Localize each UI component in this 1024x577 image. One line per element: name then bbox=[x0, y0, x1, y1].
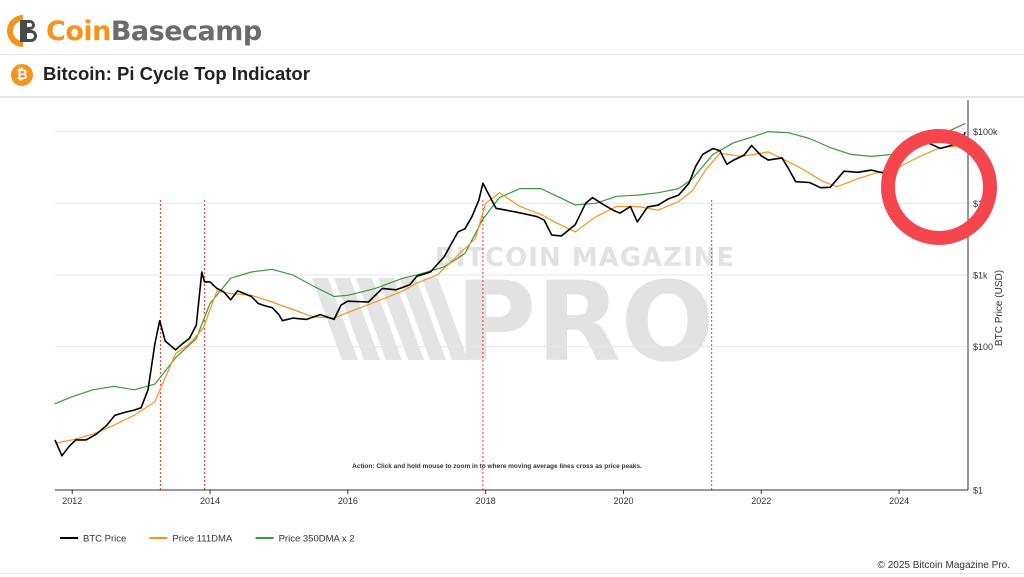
series-line-price-350dma-x-2 bbox=[54, 122, 966, 405]
brand-coin: Coin bbox=[46, 15, 111, 47]
coinbasecamp-logo-icon bbox=[7, 15, 37, 47]
y-tick-label: $100k bbox=[973, 127, 998, 137]
legend-label: Price 111DMA bbox=[172, 534, 232, 545]
x-tick-label: 2022 bbox=[751, 496, 771, 506]
page-title: Bitcoin: Pi Cycle Top Indicator bbox=[43, 63, 310, 84]
series-lines bbox=[54, 122, 966, 457]
x-tick-label: 2016 bbox=[338, 496, 358, 506]
watermark-top-text: BITCOIN MAGAZINE bbox=[435, 243, 735, 273]
x-tick-label: 2012 bbox=[62, 496, 82, 506]
site-header: CoinBasecamp bbox=[0, 0, 1024, 56]
watermark-stripe bbox=[422, 278, 468, 360]
watermark-stripe bbox=[400, 278, 446, 360]
footer-divider bbox=[0, 573, 1024, 574]
x-tick-label: 2020 bbox=[613, 496, 633, 506]
header-divider bbox=[0, 54, 1024, 55]
chart-annotation: Action: Click and hold mouse to zoom in … bbox=[352, 463, 642, 470]
series-line-price-111dma bbox=[54, 139, 966, 444]
red-circle-highlight bbox=[881, 129, 997, 245]
legend-label: Price 350DMA x 2 bbox=[279, 534, 355, 545]
crossover-lines bbox=[159, 200, 713, 490]
title-divider bbox=[0, 96, 1024, 98]
watermark-main-text: PRO bbox=[456, 258, 715, 386]
y-axis-label: BTC Price (USD) bbox=[994, 270, 1005, 346]
legend-item[interactable]: Price 350DMA x 2 bbox=[255, 534, 355, 545]
legend-item[interactable]: BTC Price bbox=[60, 534, 126, 545]
y-tick-label: $1 bbox=[973, 486, 983, 496]
brand-basecamp: Basecamp bbox=[110, 15, 262, 47]
legend-item[interactable]: Price 111DMA bbox=[149, 534, 233, 545]
site-logo[interactable]: CoinBasecamp bbox=[6, 14, 262, 48]
copyright: © 2025 Bitcoin Magazine Pro. bbox=[878, 560, 1010, 571]
legend-label: BTC Price bbox=[83, 534, 126, 545]
x-tick-label: 2018 bbox=[476, 496, 496, 506]
watermark-stripe bbox=[356, 278, 402, 360]
chart-legend[interactable]: BTC Price Price 111DMA Price 350DMA x 2 bbox=[60, 534, 355, 545]
brand-name: CoinBasecamp bbox=[46, 16, 262, 47]
x-tick-label: 2014 bbox=[200, 496, 220, 506]
watermark-stripe bbox=[378, 278, 424, 360]
series-line-btc-price bbox=[54, 131, 966, 457]
watermark-stripe bbox=[334, 278, 380, 360]
y-tick-label: $1k bbox=[973, 270, 988, 280]
y-tick-label: $100 bbox=[973, 342, 993, 352]
bitcoin-icon: ₿ bbox=[11, 64, 33, 86]
x-tick-label: 2024 bbox=[889, 496, 909, 506]
